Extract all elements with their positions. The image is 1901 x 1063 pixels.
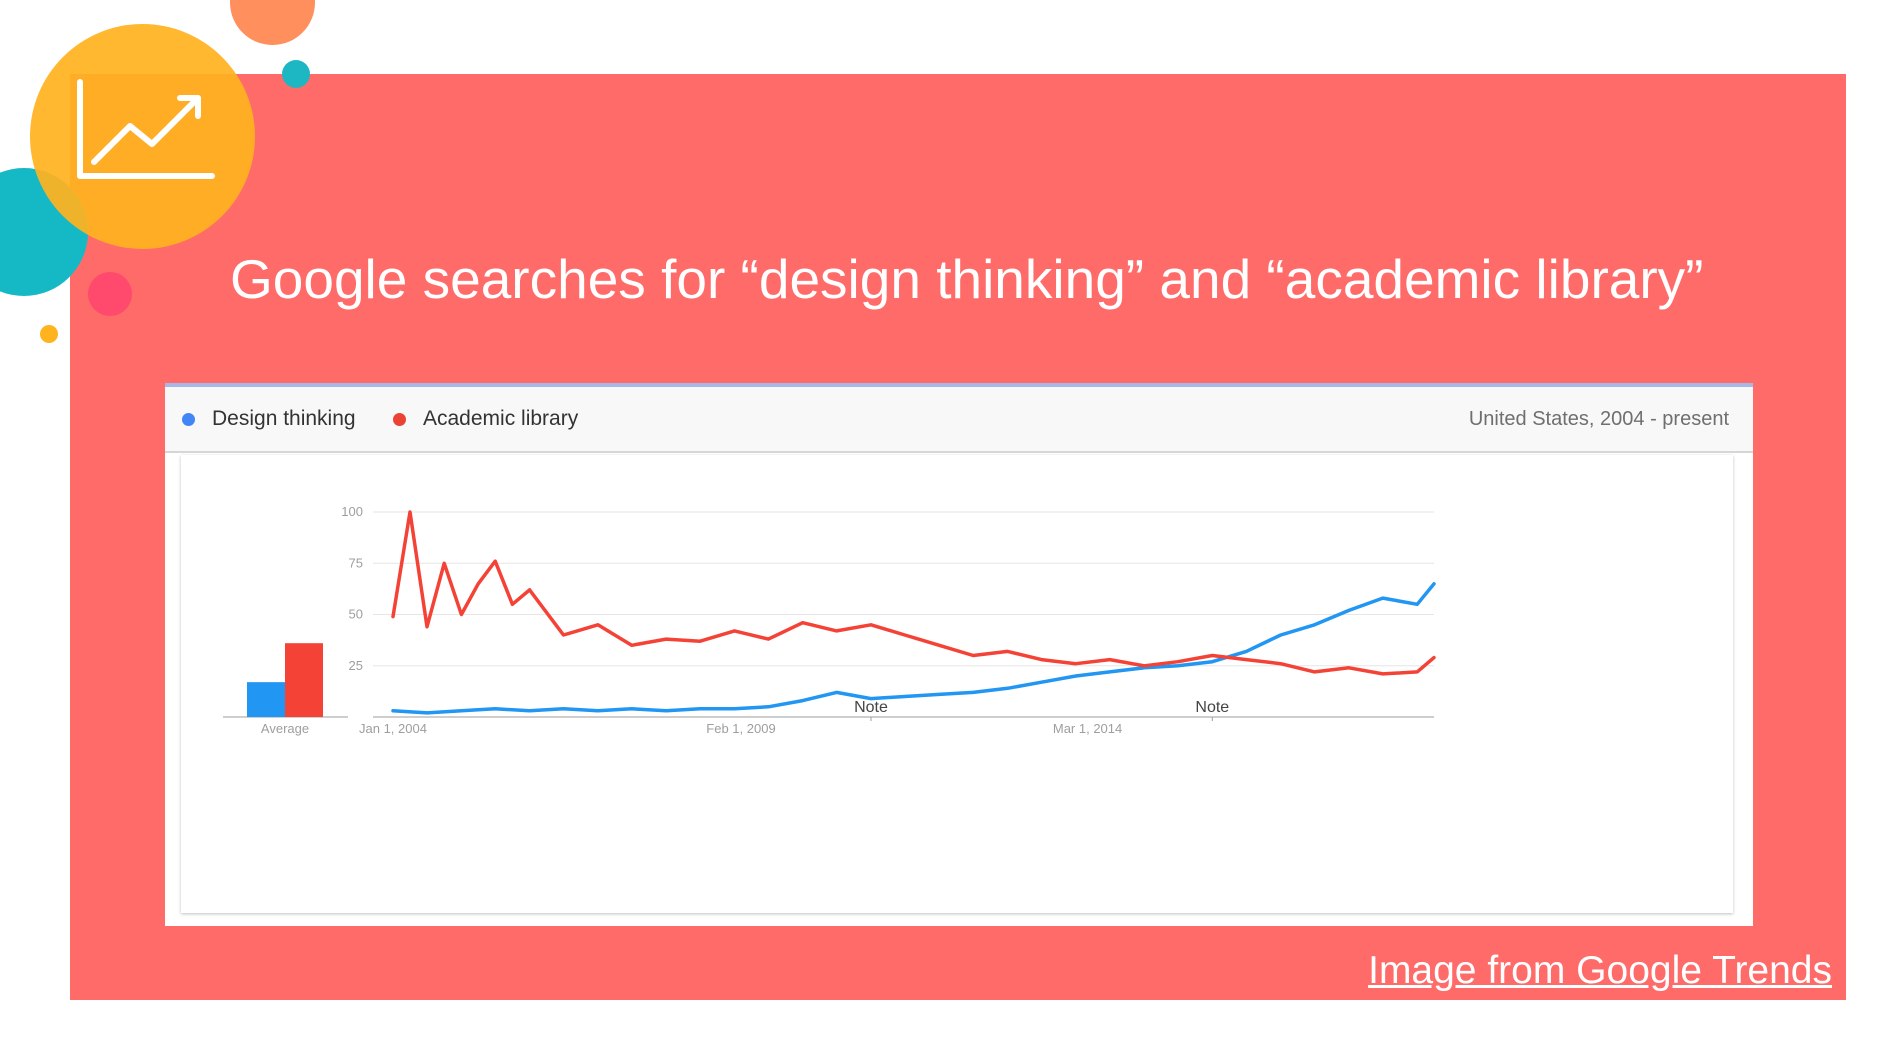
decorative-circle-pink	[88, 272, 132, 316]
note-annotation: Note	[1195, 699, 1229, 716]
y-tick-label: 50	[349, 607, 363, 622]
legend-label-academic-library: Academic library	[423, 407, 579, 430]
chart-plot-frame: 25 50 75 100 Jan 1, 2004 Feb 1, 2009 Mar 1, 20…	[181, 455, 1733, 913]
decorative-circle-orange	[230, 0, 315, 45]
series-line-design-thinking	[391, 582, 1436, 715]
chart-legend-header: Design thinking Academic library United …	[165, 387, 1753, 453]
decorative-circle-teal-small	[282, 60, 310, 88]
average-label: Average	[261, 721, 309, 736]
legend-item-academic-library[interactable]: Academic library	[393, 405, 578, 433]
note-annotation: Note	[854, 699, 888, 716]
average-bar-academic-library	[285, 643, 323, 717]
x-tick-label: Mar 1, 2014	[1053, 721, 1122, 736]
trending-chart-icon	[77, 79, 215, 179]
slide-title: Google searches for “design thinking” an…	[230, 248, 1704, 310]
y-tick-label: 75	[349, 555, 363, 570]
legend-label-design-thinking: Design thinking	[212, 407, 356, 430]
google-trends-source-link[interactable]: Image from Google Trends	[1368, 949, 1832, 992]
legend-item-design-thinking[interactable]: Design thinking	[182, 405, 356, 433]
x-tick-label: Feb 1, 2009	[706, 721, 775, 736]
trends-chart: 25 50 75 100 Jan 1, 2004 Feb 1, 2009 Mar 1, 20…	[223, 504, 1436, 736]
y-tick-label: 25	[349, 658, 363, 673]
region-date-range: United States, 2004 - present	[1468, 408, 1729, 430]
card-accent-line	[165, 383, 1753, 387]
series-line-academic-library	[391, 510, 1436, 676]
trends-card: Design thinking Academic library United …	[165, 383, 1753, 926]
legend-dot-academic-library	[393, 412, 406, 426]
x-tick-label: Jan 1, 2004	[359, 721, 427, 736]
average-bar-design-thinking	[247, 682, 285, 717]
legend-dot-design-thinking	[182, 412, 195, 426]
y-tick-label: 100	[341, 504, 363, 519]
decorative-dot-yellow	[40, 325, 58, 343]
